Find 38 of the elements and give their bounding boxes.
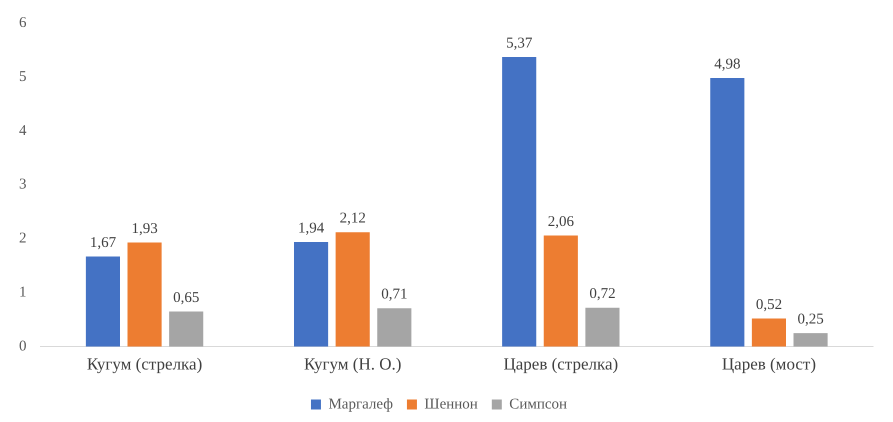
data-label: 0,65 — [173, 290, 200, 306]
bar — [169, 312, 204, 347]
legend-label: Шеннон — [424, 396, 478, 412]
legend-label: Маргалеф — [328, 396, 394, 412]
y-tick-label: 1 — [19, 284, 26, 301]
x-tick-label: Кугум (стрелка) — [86, 354, 202, 374]
data-label: 1,94 — [298, 220, 325, 236]
data-label: 0,71 — [381, 286, 408, 303]
bar — [294, 242, 328, 347]
y-tick-label: 3 — [19, 176, 26, 193]
y-tick-label: 2 — [19, 230, 26, 247]
x-tick-label: Царев (стрелка) — [503, 354, 618, 374]
data-label: 0,25 — [797, 312, 824, 328]
data-label: 0,72 — [589, 286, 616, 302]
bar — [585, 308, 620, 347]
data-label: 1,93 — [131, 220, 158, 237]
bar — [502, 56, 536, 347]
bar — [127, 242, 162, 347]
x-tick-label: Царев (мост) — [722, 354, 816, 374]
bar — [336, 232, 370, 347]
data-label: 2,06 — [548, 214, 574, 230]
bar — [86, 256, 120, 347]
data-label: 0,52 — [756, 296, 782, 313]
y-tick-label: 4 — [19, 122, 27, 139]
bar — [377, 308, 412, 347]
bar — [793, 333, 828, 347]
data-label: 2,12 — [340, 210, 366, 227]
legend-label: Симпсон — [509, 396, 568, 412]
data-label: 5,37 — [506, 35, 533, 52]
y-tick-label: 5 — [19, 68, 26, 85]
bar — [544, 236, 578, 347]
bar — [710, 78, 744, 347]
y-tick-label: 6 — [19, 14, 27, 31]
y-tick-label: 0 — [19, 338, 26, 355]
data-label: 1,67 — [90, 234, 117, 251]
bar — [752, 318, 786, 347]
data-label: 4,98 — [714, 56, 740, 72]
x-tick-label: Кугум (Н. О.) — [304, 354, 402, 374]
